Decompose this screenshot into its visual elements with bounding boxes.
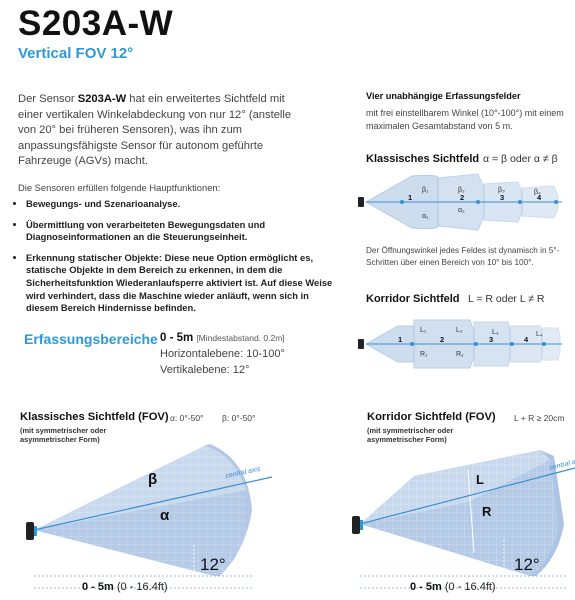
product-title: S203A-W: [18, 4, 174, 43]
erfassung-range: 0 - 5m [Mindestabstand. 0.2m]: [160, 332, 285, 344]
bottom-left-distance-ft: (0 - 16.4ft): [113, 581, 168, 593]
bottom-left-subtitle: (mit symmetrischer oder asymmetrischer F…: [20, 426, 107, 444]
function-item: Bewegungs- und Szenarioanalyse.: [26, 198, 334, 211]
classic-alpha-1: α₁: [422, 213, 429, 220]
intro-text-part1: Der Sensor: [18, 93, 78, 105]
corridor-l-3: L₃: [492, 329, 499, 336]
classic-formula: α = β oder α ≠ β: [483, 153, 558, 165]
corridor-condition: L + R ≥ 20cm: [514, 413, 565, 423]
alpha-range: α: 0°-50°: [170, 413, 204, 423]
classic-field-number-3: 3: [500, 193, 504, 202]
sensor-icon: [358, 197, 364, 207]
sensor-icon: [352, 516, 360, 534]
classic-fields-diagram: 1 2 3 4 β₁ β₂ β₃ β₄ α₁ α₂: [358, 173, 562, 231]
erfassung-range-note: [Mindestabstand. 0.2m]: [196, 333, 285, 343]
erfassung-title: Erfassungsbereiche: [24, 331, 158, 347]
l-label: L: [476, 472, 484, 487]
intro-text-part2: hat ein erweitertes Sichtfeld mit einer …: [18, 93, 292, 167]
corridor-r-2: R₂: [456, 351, 464, 358]
bottom-right-distance: 0 - 5m (0 - 16.4ft): [410, 581, 496, 593]
classic-beta-4: β₄: [534, 189, 541, 196]
classic-field-number-2: 2: [460, 193, 464, 202]
alpha-label: α: [160, 507, 170, 524]
intro-paragraph: Der Sensor S203A-W hat ein erweitertes S…: [18, 92, 308, 170]
corridor-field-number-2: 2: [440, 335, 444, 344]
angle-label: 12°: [514, 555, 540, 574]
bottom-left-distance-m: 0 - 5m: [82, 581, 114, 593]
functions-list: Bewegungs- und Szenarioanalyse. Übermitt…: [14, 198, 334, 323]
erfassung-range-value: 0 - 5m: [160, 332, 194, 344]
classic-beta-1: β₁: [422, 187, 429, 194]
classic-beta-3: β₃: [498, 187, 505, 194]
bottom-right-distance-m: 0 - 5m: [410, 581, 442, 593]
beta-range: β: 0°-50°: [222, 413, 256, 423]
erfassung-horizontal: Horizontalebene: 10-100°: [160, 348, 285, 360]
corridor-l-2: L₂: [456, 327, 463, 334]
classic-field-number-1: 1: [408, 193, 412, 202]
corridor-formula: L = R oder L ≠ R: [468, 293, 545, 305]
r-label: R: [482, 504, 492, 519]
fields-text: mit frei einstellbarem Winkel (10°-100°)…: [366, 108, 564, 131]
classic-title: Klassisches Sichtfeld: [366, 153, 480, 165]
classic-fov-diagram: central axis β α 12°: [26, 444, 273, 589]
bottom-left-title: Klassisches Sichtfeld (FOV): [20, 411, 169, 423]
function-item: Erkennung statischer Objekte: Diese neue…: [26, 252, 334, 315]
bottom-right-distance-ft: (0 - 16.4ft): [441, 581, 496, 593]
fields-title: Vier unabhängige Erfassungsfelder: [366, 91, 521, 101]
product-subtitle: Vertical FOV 12°: [18, 45, 134, 62]
bottom-right-title: Korridor Sichtfeld (FOV): [367, 411, 496, 423]
classic-field-number-4: 4: [537, 193, 542, 202]
classic-beta-2: β₂: [458, 187, 465, 194]
corridor-field-number-3: 3: [489, 335, 493, 344]
beta-label: β: [148, 471, 157, 488]
corridor-l-1: L₁: [420, 327, 427, 334]
corridor-r-1: R₁: [420, 351, 428, 358]
erfassung-vertical: Vertikalebene: 12°: [160, 364, 250, 376]
functions-intro: Die Sensoren erfüllen folgende Hauptfunk…: [18, 182, 221, 193]
corridor-fields-diagram: 1 2 3 4 L₁ L₂ L₃ L₄ R₁ R₂: [358, 319, 562, 369]
corridor-title: Korridor Sichtfeld: [366, 293, 460, 305]
angle-label: 12°: [200, 555, 226, 574]
intro-product-name: S203A-W: [77, 93, 127, 105]
bottom-left-distance: 0 - 5m (0 - 16.4ft): [82, 581, 168, 593]
sensor-icon: [26, 522, 34, 540]
corridor-field-number-4: 4: [524, 335, 529, 344]
function-item: Übermittlung von verarbeiteten Bewegungs…: [26, 219, 334, 244]
corridor-field-number-1: 1: [398, 335, 402, 344]
corridor-fov-diagram: central axis L R 12°: [352, 450, 575, 589]
sensor-icon: [358, 339, 364, 349]
classic-alpha-2: α₂: [458, 207, 465, 214]
corridor-l-4: L₄: [536, 331, 543, 338]
bottom-right-subtitle: (mit symmetrischer oder asymmetrischer F…: [367, 426, 454, 444]
dynamic-angle-text: Der Öffnungswinkel jedes Feldes ist dyna…: [366, 246, 560, 267]
